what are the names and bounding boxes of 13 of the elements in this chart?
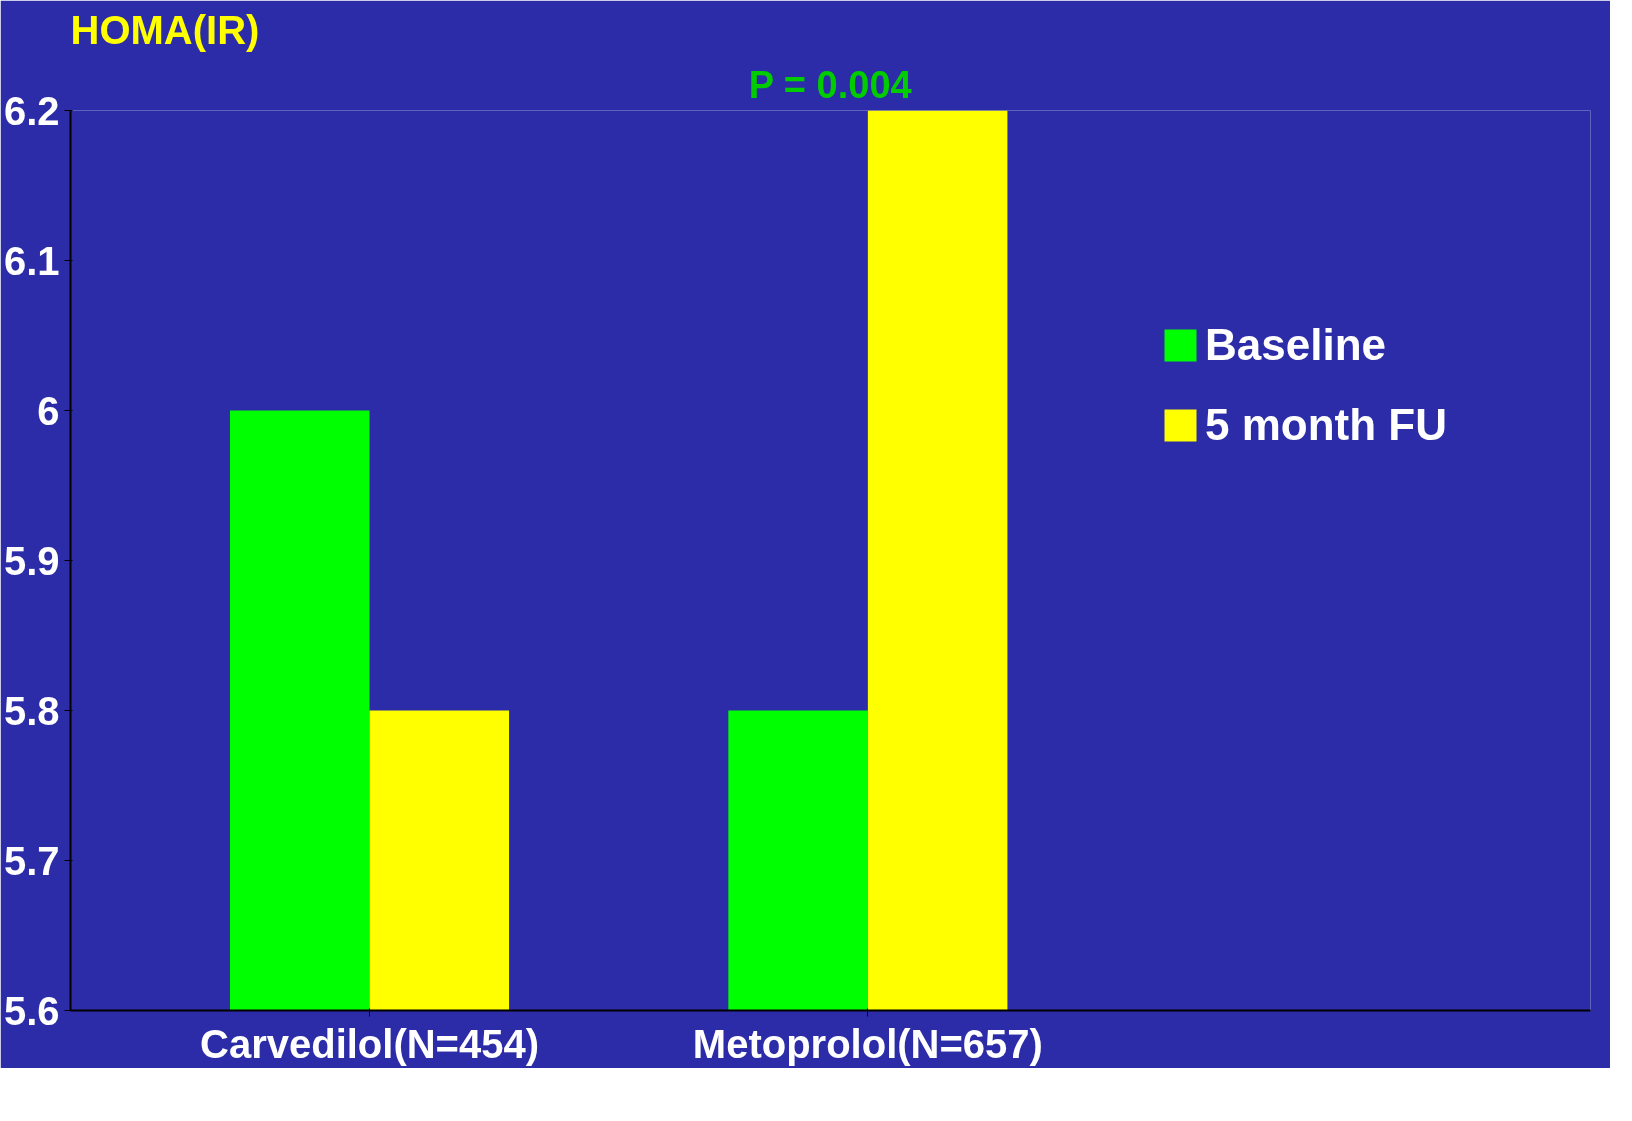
y-tick-label: 5.7 — [3, 838, 60, 883]
y-tick-label: 5.9 — [3, 538, 60, 583]
y-tick-label: 5.8 — [3, 688, 60, 733]
y-axis-title: HOMA(IR) — [70, 7, 260, 52]
text: P = 0.004 — [748, 63, 912, 106]
y-tick-label: 6 — [37, 388, 60, 433]
legend-label: Baseline — [1205, 320, 1386, 370]
y-tick-label: 5.6 — [3, 988, 60, 1033]
y-tick-label: 6.2 — [3, 88, 60, 133]
x-tick-label: Carvedilol(N=454) — [200, 1021, 540, 1066]
legend-label: 5 month FU — [1205, 400, 1447, 450]
y-tick-label: 6.1 — [3, 238, 60, 283]
x-tick-label: Metoprolol(N=657) — [692, 1021, 1043, 1066]
